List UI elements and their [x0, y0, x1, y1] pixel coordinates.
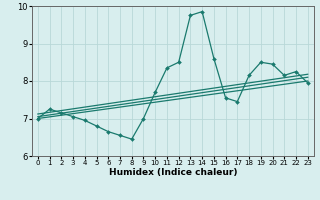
- X-axis label: Humidex (Indice chaleur): Humidex (Indice chaleur): [108, 168, 237, 177]
